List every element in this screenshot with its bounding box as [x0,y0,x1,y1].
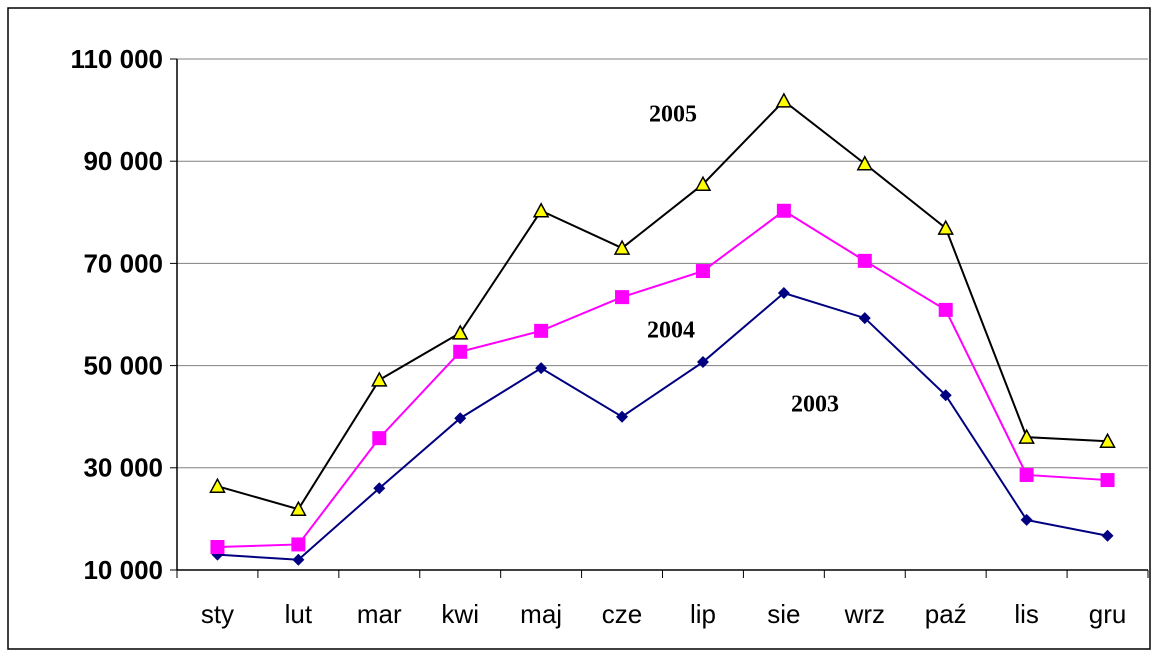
marker [535,362,548,375]
x-tick-label: lis [1014,599,1039,629]
marker [856,155,874,171]
marker [373,482,386,495]
marker [613,239,631,255]
marker [938,302,953,317]
y-tick-label: 50 000 [83,350,163,380]
marker [615,290,630,305]
x-tick-label: cze [602,599,642,629]
marker [939,389,952,402]
marker [777,287,790,300]
marker [694,175,712,191]
series-line [217,99,1108,511]
y-tick-label: 70 000 [83,248,163,278]
x-tick-label: sie [767,599,800,629]
marker [371,371,388,387]
marker [290,500,307,516]
marker [776,203,791,218]
marker [454,412,467,425]
x-tick-label: lip [690,599,716,629]
marker [534,323,549,338]
y-tick-label: 90 000 [83,146,163,176]
marker [1018,428,1035,444]
marker [453,344,468,359]
marker [1100,473,1115,488]
chart-frame [7,7,1151,650]
marker [858,312,871,325]
marker [209,477,226,493]
y-tick-label: 110 000 [70,44,163,74]
marker [372,431,387,446]
marker [1101,529,1114,542]
marker [695,264,710,279]
x-tick-label: maj [520,599,562,629]
marker [291,537,306,552]
x-tick-label: paź [925,599,967,629]
x-tick-label: lut [285,599,313,629]
marker [696,356,709,369]
marker [616,410,629,423]
series-label-bg [635,100,711,132]
y-tick-label: 30 000 [83,453,163,483]
marker [1020,513,1033,526]
marker [937,219,954,235]
series-label-bg [633,316,709,348]
marker [775,92,793,108]
series-line [217,291,1108,561]
x-tick-label: wrz [844,599,885,629]
x-tick-label: sty [201,599,234,629]
marker [532,202,550,218]
x-tick-label: kwi [441,599,479,629]
series-label: 2003 [791,392,839,418]
y-tick-label: 10 000 [83,555,163,585]
marker [1099,432,1116,448]
x-tick-label: gru [1089,599,1127,629]
marker [1019,467,1034,482]
marker [451,324,469,340]
series-line [217,209,1108,549]
marker [292,553,305,566]
marker [210,540,225,555]
marker [857,253,872,268]
series-label: 2005 [649,102,697,128]
series-label-bg [777,390,853,422]
x-tick-label: mar [357,599,402,629]
series-label: 2004 [647,318,695,344]
